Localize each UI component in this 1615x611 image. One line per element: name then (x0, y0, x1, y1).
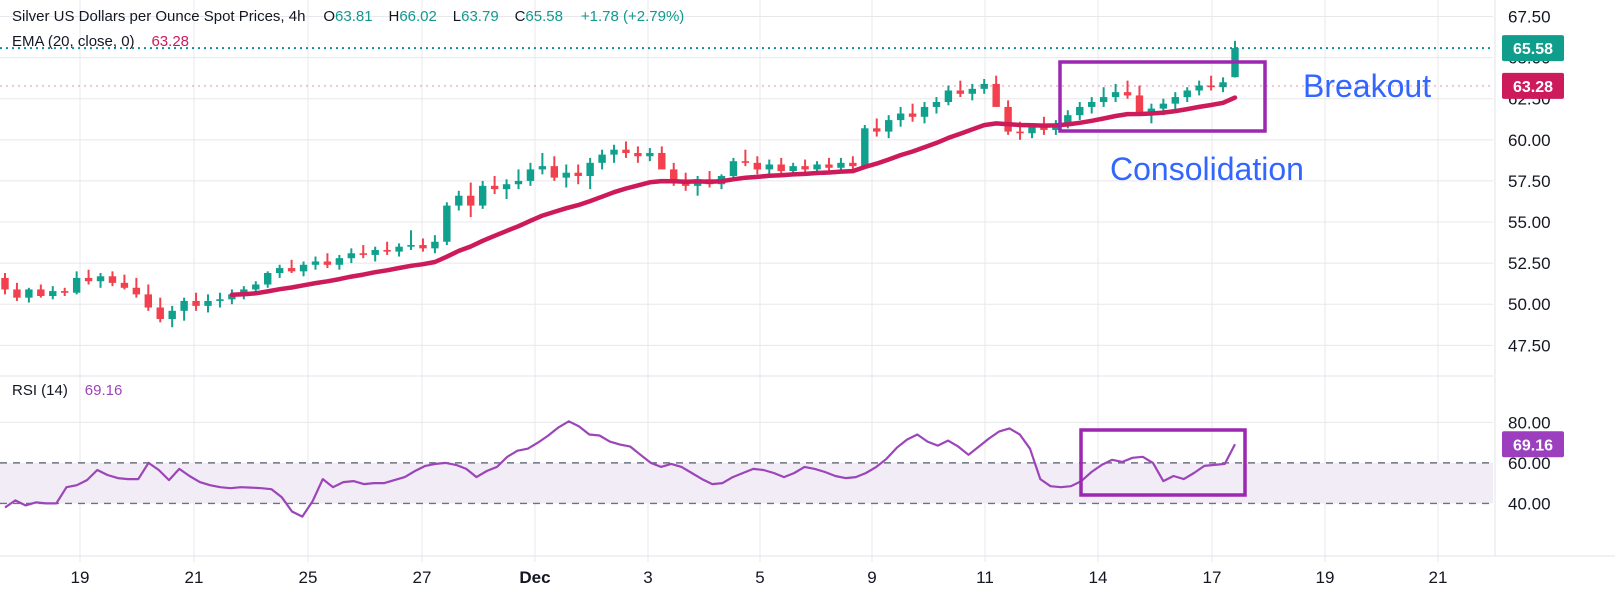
price-change: +1.78 (+2.79%) (580, 8, 685, 25)
price-axis-label: 57.50 (1508, 172, 1551, 191)
time-axis-label: 14 (1089, 568, 1108, 587)
price-axis-label: 50.00 (1508, 295, 1551, 314)
ema-legend[interactable]: EMA (20, close, 0) 63.28 (12, 33, 189, 51)
consolidation-box-rsi[interactable] (1079, 428, 1247, 497)
ohlc-c-label: C (514, 8, 526, 25)
price-axis-label: 67.50 (1508, 8, 1551, 27)
rsi-legend[interactable]: RSI (14) 69.16 (12, 382, 122, 400)
price-legend: Silver US Dollars per Ounce Spot Prices,… (12, 8, 684, 26)
rsi-label: RSI (14) (12, 382, 68, 399)
ema-label: EMA (20, close, 0) (12, 33, 135, 50)
annotation-consolidation: Consolidation (1110, 151, 1304, 187)
ohlc-h-label: H (388, 8, 400, 25)
ohlc-c-value: 65.58 (525, 8, 563, 25)
svg-text:63.28: 63.28 (1513, 79, 1553, 96)
ema-value: 63.28 (151, 33, 190, 50)
rsi-value: 69.16 (84, 382, 123, 399)
ohlc-l-label: L (452, 8, 462, 25)
price-axis-label: 60.00 (1508, 131, 1551, 150)
time-axis-label: 17 (1203, 568, 1222, 587)
time-axis-label: 25 (299, 568, 318, 587)
price-axis-label: 52.50 (1508, 254, 1551, 273)
consolidation-box-price[interactable] (1058, 60, 1267, 133)
ohlc-o-label: O (323, 8, 336, 25)
time-axis-label: 5 (755, 568, 764, 587)
rsi-line (4, 420, 1236, 518)
last-price-badge[interactable]: 65.58 (1502, 35, 1564, 62)
rsi-value-badge[interactable]: 69.16 (1502, 431, 1564, 458)
time-axis-label: 19 (71, 568, 90, 587)
time-axis-label: 21 (1429, 568, 1448, 587)
ema-line (229, 95, 1238, 298)
annotation-breakout: Breakout (1303, 68, 1431, 104)
time-axis-label: 3 (643, 568, 652, 587)
time-axis-label: 11 (976, 568, 994, 587)
price-axis-label: 55.00 (1508, 213, 1551, 232)
ohlc-l-value: 63.79 (461, 8, 499, 25)
rsi-axis-label: 80.00 (1508, 413, 1551, 432)
time-axis-label: 27 (413, 568, 432, 587)
time-axis-label: Dec (519, 568, 550, 587)
rsi-axis-label: 40.00 (1508, 494, 1551, 513)
ohlc-h-value: 66.02 (399, 8, 437, 25)
time-axis-label: 21 (185, 568, 204, 587)
time-axis-label: 19 (1316, 568, 1335, 587)
price-axis-label: 47.50 (1508, 336, 1551, 355)
svg-text:69.16: 69.16 (1513, 437, 1553, 454)
ohlc-o-value: 63.81 (335, 8, 373, 25)
symbol-title[interactable]: Silver US Dollars per Ounce Spot Prices,… (12, 8, 306, 25)
rsi-axis-label: 60.00 (1508, 454, 1551, 473)
time-axis-label: 9 (867, 568, 876, 587)
svg-text:65.58: 65.58 (1513, 41, 1553, 58)
ema-value-badge[interactable]: 63.28 (1502, 72, 1564, 99)
